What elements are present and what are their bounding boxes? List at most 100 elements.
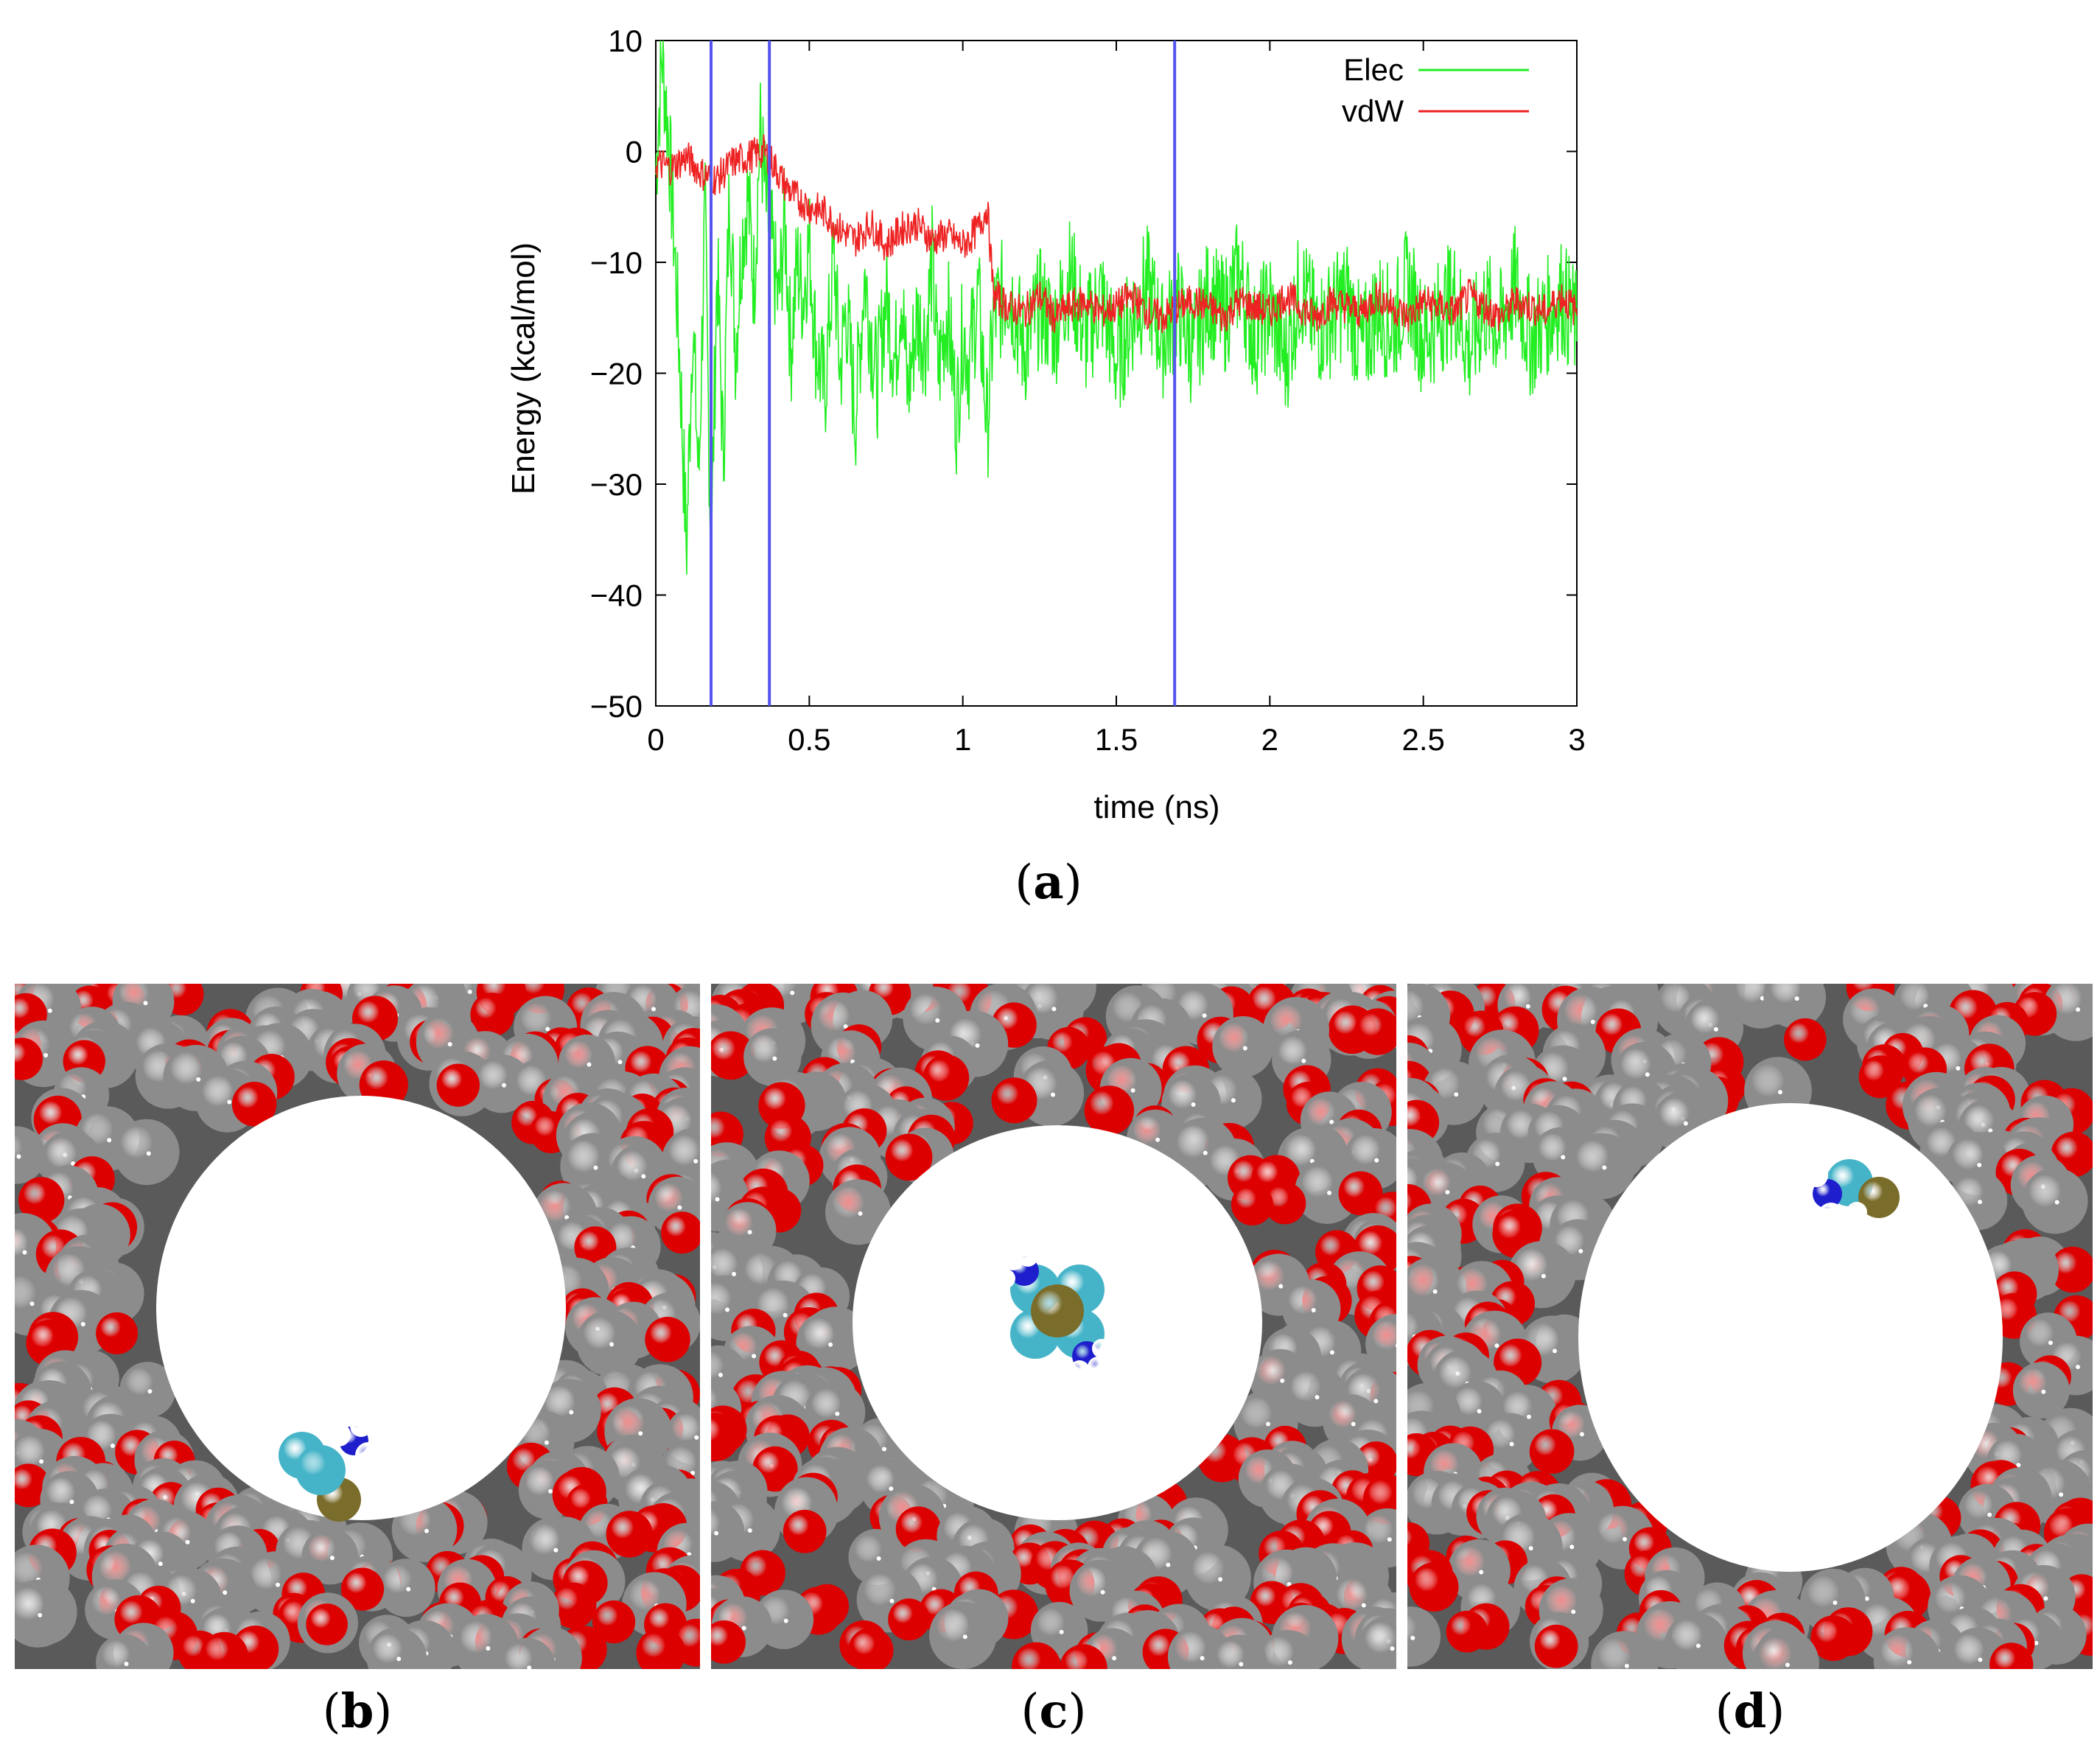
oxygen-atom (1264, 1182, 1306, 1225)
x-tick-label: 0.5 (788, 722, 830, 757)
oxygen-atom (1446, 1610, 1488, 1653)
oxygen-atom (1534, 1624, 1578, 1668)
atom-highlight (1218, 1577, 1223, 1582)
oxygen-atom (783, 1509, 827, 1553)
carbon-atom (498, 1637, 556, 1669)
atom-highlight (1553, 1349, 1557, 1354)
y-tick-label: −50 (590, 689, 643, 724)
atom-highlight (1562, 1077, 1567, 1082)
atom-highlight (715, 1197, 720, 1202)
y-tick-label: −30 (590, 467, 643, 502)
atom-highlight (714, 1531, 719, 1536)
atom-highlight (1624, 1663, 1629, 1668)
carbon-atom (929, 1601, 997, 1669)
atom-highlight (2043, 1596, 2048, 1601)
atom-highlight (1561, 1155, 1566, 1160)
atom-highlight (107, 1138, 112, 1143)
atom-highlight (406, 1587, 411, 1592)
atom-highlight (1713, 1026, 1718, 1032)
y-tick-label: −40 (590, 578, 643, 613)
atom-highlight (1329, 1119, 1334, 1124)
oxygen-atom (96, 1312, 139, 1354)
atom-highlight (2034, 1640, 2039, 1645)
oxygen-atom (436, 1063, 480, 1107)
oxygen-atom (1354, 1008, 1396, 1055)
atom-highlight (1956, 1066, 1961, 1071)
atom-highlight (889, 1486, 894, 1491)
guest-hydrogen-atom (355, 1442, 382, 1469)
oxygen-atom (231, 1082, 277, 1127)
oxygen-atom (711, 1031, 755, 1080)
guest-hydrogen-atom (327, 1423, 351, 1447)
guest-hydrogen-atom (1818, 1203, 1844, 1229)
pore (156, 1096, 566, 1520)
atom-highlight (486, 1646, 491, 1651)
guest-hydrogen-atom (1088, 1357, 1108, 1377)
atom-highlight (2048, 1340, 2053, 1346)
guest-metal-atom (1858, 1177, 1900, 1218)
atom-highlight (1200, 1656, 1205, 1661)
atom-highlight (1569, 1545, 1575, 1550)
legend: Elec vdW (1342, 52, 1529, 128)
atom-highlight (1112, 1656, 1117, 1661)
energy-chart: 10 0 −10 −20 −30 −40 −50 0 0.5 1 1.5 2 2.5 3 Elec vdW… (505, 24, 1586, 825)
atom-highlight (1202, 1013, 1207, 1018)
atom-highlight (617, 1060, 623, 1065)
carbon-atom (2021, 1167, 2088, 1234)
carbon-atom (1212, 1016, 1274, 1077)
oxygen-atom (885, 1133, 933, 1181)
atom-highlight (638, 1431, 643, 1436)
carbon-atom (113, 1119, 180, 1186)
oxygen-atom (991, 1077, 1037, 1124)
carbon-atom (1185, 1545, 1251, 1611)
carbon-atom (366, 1627, 427, 1669)
atom-highlight (1977, 1163, 1982, 1167)
guest-hydrogen-atom (1805, 1164, 1828, 1187)
atom-highlight (22, 1250, 27, 1255)
atom-highlight (772, 1056, 777, 1061)
y-ticks: 10 0 −10 −20 −30 −40 −50 (590, 24, 1577, 724)
oxygen-atom (888, 1598, 930, 1641)
pore (1578, 1103, 2003, 1572)
series-line-vdw (655, 134, 1578, 334)
atom-highlight (1051, 1007, 1057, 1012)
oxygen-atom (340, 1567, 385, 1611)
atom-highlight (1445, 1189, 1450, 1194)
caption-c: (c) (1021, 1684, 1087, 1739)
atom-highlight (1327, 1190, 1331, 1195)
atom-highlight (1645, 1072, 1650, 1077)
atom-highlight (2059, 1492, 2064, 1497)
oxygen-atom (550, 1582, 597, 1629)
oxygen-atom (1858, 1055, 1902, 1099)
atom-highlight (1373, 1399, 1379, 1404)
atom-highlight (185, 1539, 190, 1545)
x-tick-label: 0 (647, 722, 664, 757)
oxygen-atom (1989, 1643, 2034, 1669)
atom-highlight (876, 1556, 881, 1561)
atom-highlight (190, 1598, 195, 1603)
atom-highlight (790, 990, 795, 996)
carbon-atom (743, 1028, 802, 1086)
atom-highlight (2076, 1007, 2081, 1012)
atom-highlight (2076, 1365, 2080, 1369)
atom-highlight (553, 1547, 559, 1553)
guest-metal-atom (1031, 1284, 1084, 1337)
carbon-atom (2043, 984, 2093, 1041)
oxygen-atom (470, 993, 514, 1037)
atom-highlight (544, 1440, 549, 1445)
guest-hydrogen-atom (1847, 1202, 1867, 1222)
atom-highlight (1315, 1395, 1320, 1400)
atom-highlight (835, 1411, 840, 1416)
atom-highlight (2016, 1463, 2021, 1468)
atom-highlight (587, 1062, 592, 1067)
oxygen-atom (848, 1627, 894, 1669)
atom-highlight (276, 1582, 280, 1587)
guest-hydrogen-atom (350, 1415, 372, 1437)
atom-highlight (223, 1590, 228, 1595)
atom-highlight (1287, 1660, 1292, 1665)
atom-highlight (396, 1657, 402, 1662)
atom-highlight (1242, 1046, 1247, 1051)
atom-highlight (1374, 1158, 1379, 1163)
carbon-atom (15, 1580, 72, 1648)
snapshot-panel-d (1407, 984, 2093, 1669)
